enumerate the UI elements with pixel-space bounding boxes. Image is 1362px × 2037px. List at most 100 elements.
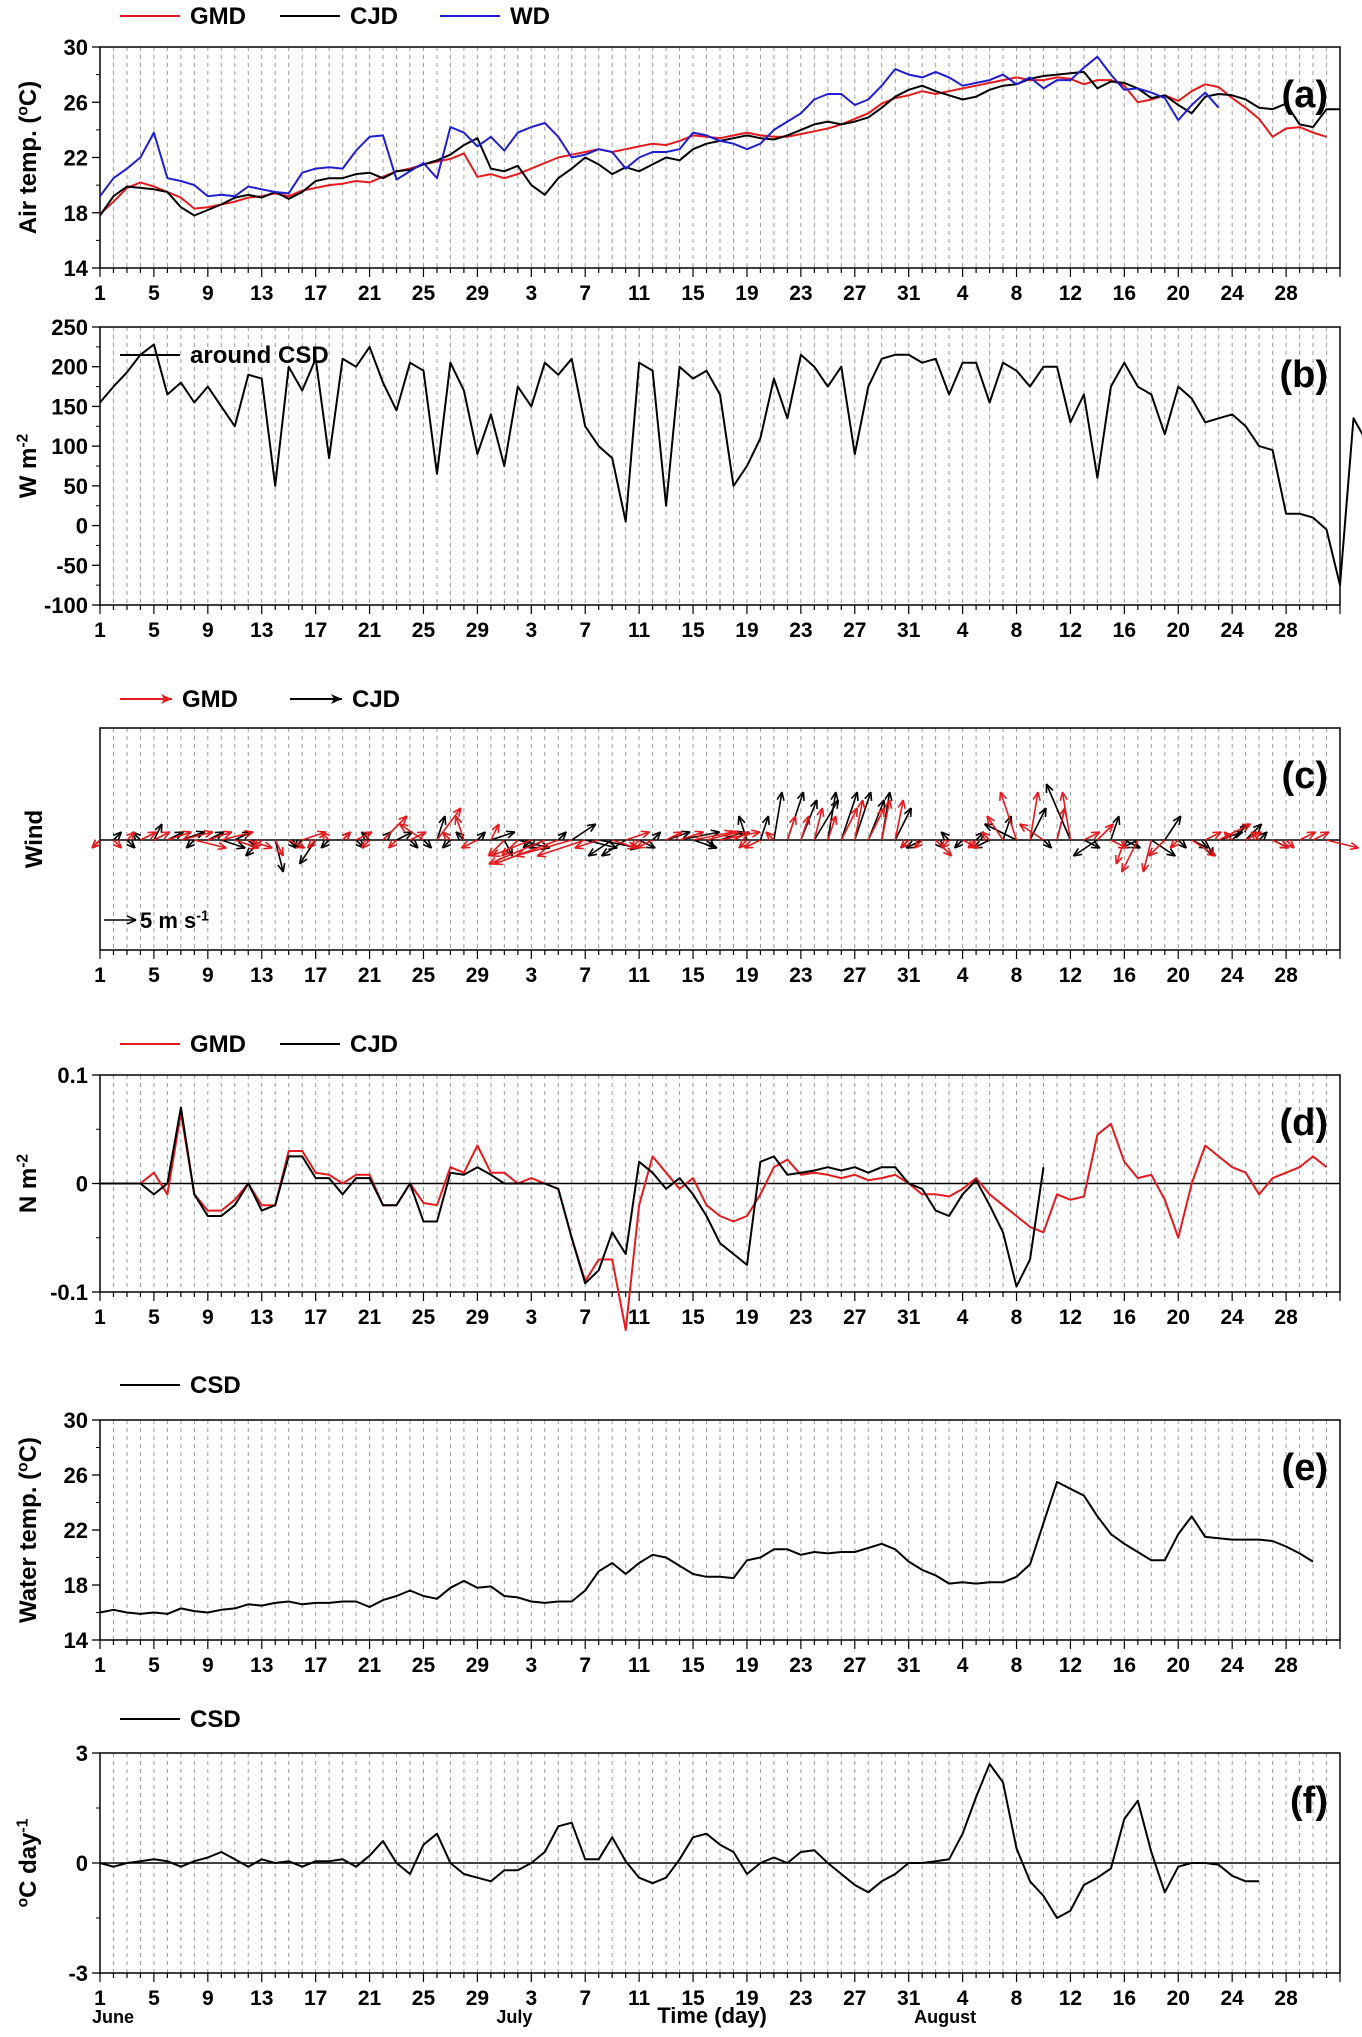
wind-vector-head [244,847,255,857]
wind-vector-head [1090,831,1101,840]
month-label: July [496,2007,532,2027]
x-tick-label: 3 [525,1987,537,2010]
x-tick-label: 11 [628,1654,651,1677]
x-tick-label: 25 [412,1654,436,1677]
wind-vector [355,831,373,841]
wind-vector [571,823,597,841]
wind-vector-head [1032,791,1041,801]
x-tick-label: 25 [412,1306,436,1329]
legend-label: GMD [182,686,238,713]
x-tick-label: 7 [579,964,591,987]
wind-vector-head [729,829,740,839]
wind-vector-head [1279,840,1290,849]
wind-vector [1218,823,1252,841]
panel-c-gridlines [112,728,1328,950]
wind-vector-head [252,839,263,849]
wind-vector [180,831,214,841]
x-tick-label: 20 [1167,1306,1190,1329]
panel-f-ylabel: oC day-1 [15,1818,42,1907]
wind-vector-head [646,840,656,849]
wind-vector-head [182,830,192,839]
wind-vector-head [387,839,398,849]
wind-vector [399,823,424,841]
x-tick-label: 29 [466,1987,489,2010]
wind-vector-head [277,862,286,873]
y-tick-label: 30 [64,35,88,60]
y-tick-label: 22 [64,146,88,171]
x-tick-label: 16 [1113,1654,1136,1677]
wind-vector-head [1112,815,1121,826]
wind-vector-head [651,831,662,841]
wind-vector [396,831,413,841]
wind-vector [1312,831,1330,841]
x-tick-label: 5 [148,964,160,987]
x-tick-label: 4 [957,1654,969,1677]
wind-vector-head [1285,839,1295,849]
wind-vector-head [903,807,913,818]
wind-vector-head [476,831,487,841]
wind-vector-head [913,839,923,849]
wind-vector [880,799,891,841]
wind-vector-head [536,849,547,858]
wind-vector-head [802,815,811,826]
wind-vector-head [694,830,705,839]
x-tick-label: 28 [1274,619,1298,642]
wind-vector-head [1206,848,1217,857]
y-tick-label: 26 [64,90,88,115]
wind-vector [382,815,408,841]
wind-vector-head [884,799,893,809]
wind-vector-head [751,829,761,838]
x-tick-label: 4 [957,1306,969,1329]
wind-vector [1115,839,1126,865]
y-tick-label: -100 [44,593,88,618]
wind-vector-head [460,840,471,849]
x-tick-label: 12 [1059,1654,1082,1677]
wind-vector-head [829,815,838,826]
wind-vector [1110,839,1128,849]
wind-vector [436,807,462,841]
wind-vector [894,807,912,841]
wind-vector [503,839,514,857]
legend-label: CJD [352,686,400,713]
wind-vector-head [363,831,373,840]
x-tick-label: 5 [148,1654,160,1677]
wind-vector-head [876,807,886,818]
x-tick-label: 31 [897,1987,921,2010]
wind-vector-head [940,839,950,849]
x-tick-label: 9 [202,619,214,642]
wind-vector [1056,807,1066,841]
x-tick-label: 3 [525,282,537,305]
wind-vector [984,823,1017,841]
wind-vector-head [737,815,746,826]
wind-vector-head [705,839,716,849]
x-tick-label: 16 [1113,964,1136,987]
wind-vector-head [491,823,500,834]
wind-vector [813,799,840,841]
panel-f-label: (f) [1290,1780,1328,1822]
x-tick-label: 31 [897,619,921,642]
y-tick-label: 0.1 [57,1063,88,1088]
wind-vector [894,799,905,841]
x-tick-label: 16 [1113,619,1136,642]
wind-vector [905,839,923,849]
wind-vector-head [454,815,463,826]
x-tick-label: 4 [957,964,969,987]
wind-vector-head [1253,823,1263,833]
y-tick-label: 18 [64,1573,88,1598]
x-tick-label: 3 [525,619,537,642]
wind-vector-head [940,831,950,841]
wind-vector-head [217,841,227,851]
wind-vector [665,831,683,841]
panel-a-label: (a) [1282,74,1328,116]
x-tick-label: 19 [735,1987,758,2010]
x-tick-label: 15 [681,1306,705,1329]
x-tick-label: 16 [1113,282,1136,305]
x-tick-label: 7 [579,1654,591,1677]
panel-d-label: (d) [1279,1102,1328,1144]
wind-vector-head [409,839,419,849]
wind-vector-head [1072,848,1083,857]
wind-vector [1326,839,1359,849]
x-tick-label: 23 [789,964,812,987]
wind-vector-head [1250,831,1260,841]
